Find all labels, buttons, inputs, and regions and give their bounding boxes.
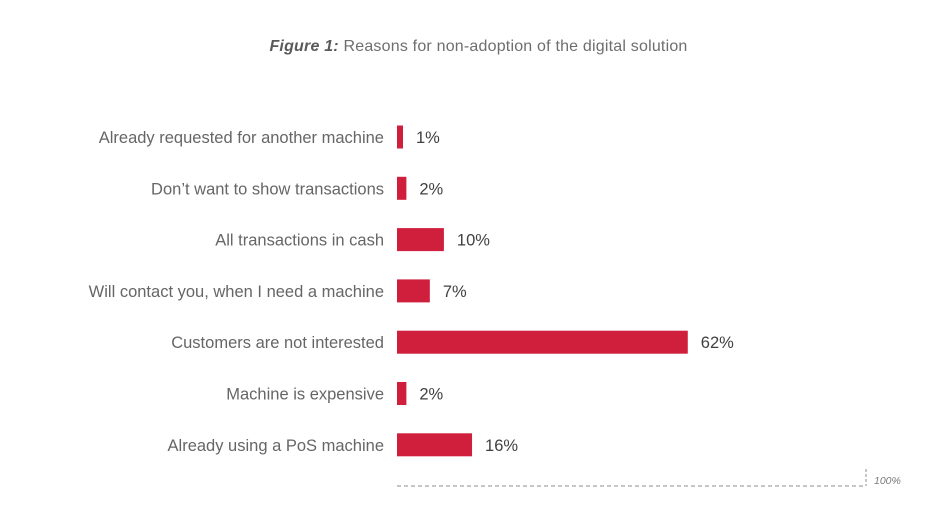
figure-number: Figure 1: xyxy=(269,38,339,55)
figure-title: Figure 1: Reasons for non-adoption of th… xyxy=(0,38,929,56)
category-label: Already using a PoS machine xyxy=(168,437,384,455)
bar xyxy=(397,228,444,252)
category-label: Customers are not interested xyxy=(171,334,384,352)
value-label: 2% xyxy=(419,386,443,404)
value-label: 7% xyxy=(443,283,467,301)
value-label: 2% xyxy=(419,180,443,198)
bar xyxy=(397,433,473,457)
bar xyxy=(397,279,430,303)
category-label: All transactions in cash xyxy=(215,232,384,250)
value-label: 16% xyxy=(485,437,518,455)
bar xyxy=(397,176,407,200)
reference-label: 100% xyxy=(874,475,901,487)
category-label: Already requested for another machine xyxy=(99,129,384,147)
value-label: 62% xyxy=(701,334,734,352)
category-label: Will contact you, when I need a machine xyxy=(89,283,384,301)
category-label: Machine is expensive xyxy=(226,386,384,404)
value-label: 1% xyxy=(416,129,440,147)
category-label: Don’t want to show transactions xyxy=(151,180,384,198)
value-label: 10% xyxy=(457,232,490,250)
bar xyxy=(397,382,407,405)
bar xyxy=(397,330,688,354)
bar xyxy=(397,125,403,149)
figure-caption: Reasons for non-adoption of the digital … xyxy=(343,38,688,55)
